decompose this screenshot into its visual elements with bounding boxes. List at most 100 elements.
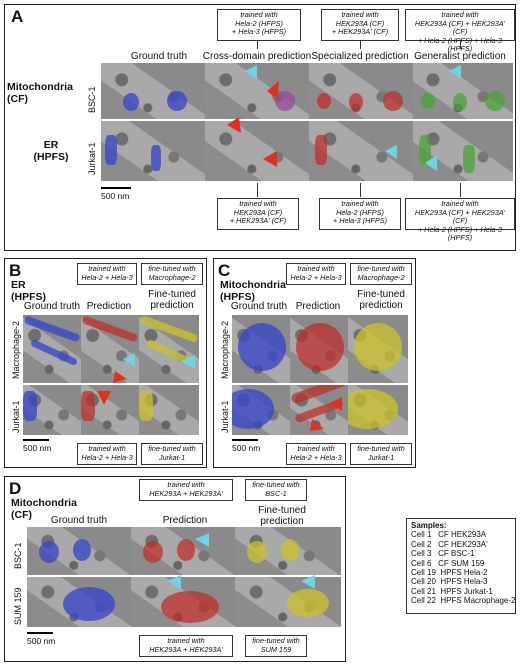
em-image bbox=[348, 385, 408, 435]
annotation-arrows bbox=[97, 353, 195, 405]
em-image bbox=[23, 385, 81, 435]
em-image bbox=[205, 63, 309, 119]
mask-blob bbox=[143, 541, 163, 563]
mask-blob bbox=[453, 93, 467, 111]
sample-item: Cell 3 CF BSC-1 bbox=[411, 549, 475, 559]
annotation-arrows bbox=[227, 65, 461, 171]
red-arrowhead bbox=[263, 151, 277, 167]
panel-b: B ER (HPFS) trained with Hela-2 + Hela-3… bbox=[4, 258, 207, 468]
arrow-line bbox=[460, 183, 461, 197]
panel-c: C Mitochondria (HPFS) trained with Hela-… bbox=[213, 258, 416, 468]
mask-blob bbox=[23, 391, 37, 421]
panel-c-label: C bbox=[218, 261, 231, 280]
mask-blob bbox=[349, 93, 363, 111]
mask-blob bbox=[463, 145, 475, 173]
mask-blob bbox=[177, 539, 195, 561]
em-image bbox=[139, 385, 199, 435]
panel-b-top-box-1: trained with Hela-2 + Hela-3 bbox=[77, 263, 137, 285]
panel-d-bottom-box-1: trained with HEK293A + HEK293A' bbox=[139, 635, 233, 657]
scale-text: 500 nm bbox=[27, 636, 56, 646]
panel-c-top-box-2: fine-tuned with Macrophage-2 bbox=[350, 263, 412, 285]
mask-blob bbox=[247, 541, 267, 563]
scale-bar bbox=[23, 439, 49, 441]
col-ground-truth: Ground truth bbox=[130, 51, 188, 62]
em-image bbox=[232, 315, 290, 383]
mask-blob bbox=[348, 389, 398, 429]
panel-a-top-box-3: trained with HEK293A (CF) + HEK293A' (CF… bbox=[405, 9, 515, 53]
em-image bbox=[413, 121, 513, 181]
arrow-line bbox=[360, 41, 361, 49]
em-image bbox=[139, 315, 199, 383]
panel-d: D Mitochondria (CF) trained with HEK293A… bbox=[4, 476, 346, 662]
mask-blob bbox=[421, 93, 435, 109]
arrow-line bbox=[360, 183, 361, 197]
panel-a-top-box-2: trained with HEK293A (CF) + HEK293A' (CF… bbox=[321, 9, 399, 41]
panel-a-bottom-box-1: trained with HEK293A (CF) + HEK293A' (CF… bbox=[217, 198, 299, 230]
mask-blob bbox=[315, 135, 327, 165]
col-fine-tuned: Fine-tuned prediction bbox=[148, 289, 196, 311]
mask-blob bbox=[151, 145, 161, 171]
col-fine-tuned: Fine-tuned prediction bbox=[357, 289, 405, 311]
samples-legend: Samples: Cell 1 CF HEK293A Cell 2 CF HEK… bbox=[406, 518, 516, 614]
mask-blob bbox=[63, 587, 115, 621]
panel-d-label: D bbox=[9, 479, 22, 498]
mask-blob bbox=[73, 539, 91, 561]
em-image bbox=[235, 577, 341, 627]
mask-blob bbox=[354, 323, 402, 371]
scale-text: 500 nm bbox=[232, 443, 261, 453]
arrow-line bbox=[257, 183, 258, 197]
panel-c-bottom-box-2: fine-tuned with Jurkat-1 bbox=[350, 443, 412, 465]
col-ground-truth: Ground truth bbox=[50, 515, 108, 526]
col-fine-tuned: Fine-tuned prediction bbox=[258, 505, 306, 527]
red-arrowhead bbox=[310, 419, 324, 431]
annotation-arrows bbox=[310, 397, 342, 431]
samples-title: Samples: bbox=[411, 521, 447, 530]
panel-b-top-box-2: fine-tuned with Macrophage-2 bbox=[141, 263, 203, 285]
panel-a: A trained with Hela-2 (HFPS) + Hela-3 (H… bbox=[4, 4, 516, 251]
mask-blob bbox=[238, 323, 286, 371]
cyan-arrowhead bbox=[449, 65, 461, 79]
arrow-line bbox=[257, 41, 258, 49]
panel-c-title: Mitochondria (HPFS) bbox=[220, 279, 286, 303]
red-arrowhead bbox=[113, 371, 127, 383]
panel-d-title: Mitochondria (CF) bbox=[11, 497, 77, 521]
col-ground-truth: Ground truth bbox=[230, 301, 288, 312]
mask-blob bbox=[105, 135, 117, 165]
panel-b-bottom-box-1: trained with Hela-2 + Hela-3 bbox=[77, 443, 137, 465]
em-image bbox=[27, 527, 131, 575]
sample-item: Cell 1 CF HEK293A bbox=[411, 530, 487, 540]
panel-a-bottom-box-3: trained with HEK293A (CF) + HEK293A' (CF… bbox=[405, 198, 515, 242]
em-image bbox=[101, 121, 205, 181]
annotation-arrows bbox=[167, 533, 315, 589]
cyan-arrowhead bbox=[195, 533, 209, 547]
cyan-arrowhead bbox=[167, 575, 181, 589]
col-prediction: Prediction bbox=[162, 515, 208, 526]
cyan-arrowhead bbox=[245, 65, 257, 79]
mask-blob bbox=[139, 391, 153, 421]
scale-bar bbox=[27, 632, 53, 634]
em-image bbox=[27, 577, 131, 627]
red-arrowhead bbox=[330, 397, 342, 411]
mask-blob bbox=[281, 539, 299, 561]
row-title-mito: Mitochondria (CF) bbox=[7, 81, 73, 105]
arrow-line bbox=[460, 41, 461, 49]
col-prediction: Prediction bbox=[86, 301, 132, 312]
cyan-arrowhead bbox=[181, 355, 195, 369]
em-image bbox=[101, 63, 205, 119]
sample-item: Cell 20 HPFS Hela-3 bbox=[411, 577, 488, 587]
col-prediction: Prediction bbox=[295, 301, 341, 312]
panel-d-bottom-box-2: fine-tuned with SUM 159 bbox=[245, 635, 307, 657]
col-ground-truth: Ground truth bbox=[23, 301, 81, 312]
scale-bar bbox=[232, 439, 258, 441]
scale-bar bbox=[101, 187, 131, 189]
scale-text: 500 nm bbox=[23, 443, 52, 453]
row-title-er: ER (HPFS) bbox=[33, 139, 69, 163]
panel-b-bottom-box-2: fine-tuned with Jurkat-1 bbox=[141, 443, 203, 465]
red-arrowhead bbox=[267, 81, 279, 99]
col-cross-domain: Cross-domain prediction bbox=[202, 51, 312, 62]
panel-b-title: ER (HPFS) bbox=[11, 279, 46, 303]
mask-blob bbox=[161, 591, 219, 623]
em-image bbox=[348, 315, 408, 383]
panel-b-label: B bbox=[9, 261, 22, 280]
em-image bbox=[131, 577, 235, 627]
